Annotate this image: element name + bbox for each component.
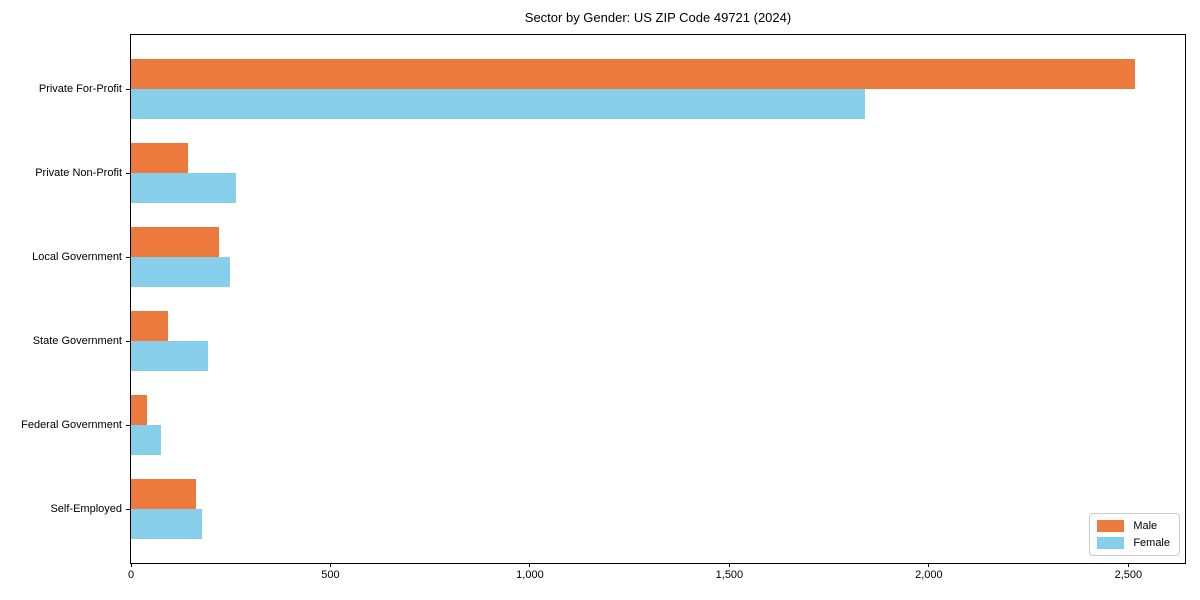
legend-label-male: Male: [1133, 520, 1158, 532]
bar-male-3: [131, 311, 169, 341]
legend-item-male: Male: [1097, 520, 1170, 532]
bar-male-5: [131, 479, 196, 509]
bar-male-0: [131, 59, 1135, 89]
bar-female-3: [131, 341, 208, 371]
y-tick-label: Local Government: [32, 251, 122, 263]
y-tick-mark: [126, 424, 130, 426]
male-series-swatch: [1097, 520, 1125, 532]
bar-male-2: [131, 227, 220, 257]
plot-area: Male Female Private For-Profit Private No…: [21, 34, 1186, 581]
x-tick-label: 0: [127, 569, 135, 581]
y-tick-mark: [126, 256, 130, 258]
y-tick-mark: [126, 172, 130, 174]
bar-female-0: [131, 89, 865, 119]
bar-female-2: [131, 257, 230, 287]
bar-female-4: [131, 425, 162, 455]
legend-label-female: Female: [1133, 537, 1170, 549]
legend-item-female: Female: [1097, 537, 1170, 549]
y-tick-label: Private For-Profit: [38, 83, 122, 95]
bar-male-1: [131, 143, 188, 173]
y-tick-label: Self-Employed: [50, 503, 122, 515]
x-tick-label: 1,000: [516, 569, 544, 581]
x-tick-mark: [329, 563, 331, 567]
y-tick-mark: [126, 340, 130, 342]
x-tick-mark: [529, 563, 531, 567]
x-tick-label: 2,500: [1114, 569, 1143, 581]
chart-title: Sector by Gender: US ZIP Code 49721 (202…: [524, 10, 792, 25]
y-tick-label: State Government: [32, 335, 122, 347]
y-tick-mark: [126, 508, 130, 510]
bar-female-5: [131, 509, 202, 539]
x-tick-mark: [1127, 563, 1129, 567]
bar-male-4: [131, 395, 147, 425]
y-tick-mark: [126, 88, 130, 90]
x-tick-label: 1,500: [715, 569, 744, 581]
legend: Male Female: [1089, 513, 1180, 556]
x-tick-mark: [728, 563, 730, 567]
x-tick-mark: [928, 563, 930, 567]
y-tick-label: Federal Government: [21, 419, 122, 431]
x-tick-mark: [130, 563, 132, 567]
x-tick-label: 500: [321, 569, 340, 581]
bar-female-1: [131, 173, 236, 203]
y-tick-label: Private Non-Profit: [35, 167, 122, 179]
female-series-swatch: [1097, 537, 1125, 549]
x-tick-label: 2,000: [915, 569, 943, 581]
